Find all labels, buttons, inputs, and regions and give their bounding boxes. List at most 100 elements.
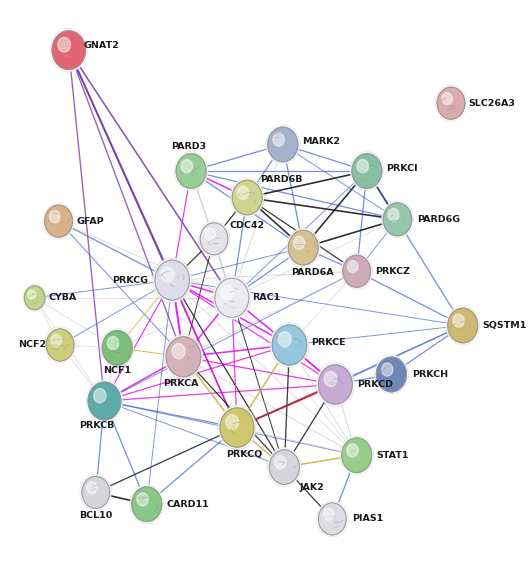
Circle shape bbox=[80, 474, 111, 510]
Circle shape bbox=[52, 31, 85, 69]
Circle shape bbox=[219, 407, 255, 448]
Text: PRKCG: PRKCG bbox=[112, 276, 148, 285]
Circle shape bbox=[214, 277, 250, 319]
Circle shape bbox=[51, 335, 61, 347]
Circle shape bbox=[269, 450, 299, 484]
Circle shape bbox=[51, 30, 86, 70]
Text: CDC42: CDC42 bbox=[229, 221, 264, 231]
Circle shape bbox=[172, 344, 185, 359]
Circle shape bbox=[446, 306, 480, 345]
Circle shape bbox=[343, 255, 370, 287]
Text: PRKCB: PRKCB bbox=[79, 421, 114, 430]
Circle shape bbox=[376, 357, 407, 392]
Circle shape bbox=[181, 160, 192, 173]
Circle shape bbox=[131, 486, 163, 522]
Circle shape bbox=[164, 335, 203, 379]
Circle shape bbox=[272, 325, 307, 365]
Circle shape bbox=[268, 127, 298, 162]
Circle shape bbox=[317, 364, 353, 405]
Circle shape bbox=[388, 208, 399, 221]
Circle shape bbox=[437, 86, 465, 120]
Text: PRKCH: PRKCH bbox=[412, 370, 448, 379]
Text: CARD11: CARD11 bbox=[166, 500, 209, 509]
Circle shape bbox=[351, 153, 383, 189]
Circle shape bbox=[215, 278, 249, 317]
Text: PARD6B: PARD6B bbox=[260, 176, 302, 184]
Circle shape bbox=[357, 160, 368, 173]
Circle shape bbox=[317, 501, 348, 537]
Text: PRKCI: PRKCI bbox=[386, 164, 418, 173]
Circle shape bbox=[24, 286, 45, 310]
Text: PRKCQ: PRKCQ bbox=[226, 450, 263, 459]
Circle shape bbox=[46, 328, 75, 362]
Circle shape bbox=[213, 276, 251, 320]
Circle shape bbox=[267, 126, 298, 162]
Text: STAT1: STAT1 bbox=[376, 451, 409, 460]
Circle shape bbox=[270, 323, 309, 367]
Text: RAC1: RAC1 bbox=[252, 293, 280, 302]
Circle shape bbox=[323, 509, 334, 521]
Circle shape bbox=[231, 178, 264, 217]
Circle shape bbox=[382, 363, 393, 376]
Text: CYBA: CYBA bbox=[49, 293, 77, 302]
Circle shape bbox=[317, 502, 347, 536]
Circle shape bbox=[226, 415, 238, 430]
Circle shape bbox=[271, 324, 307, 366]
Circle shape bbox=[87, 482, 97, 494]
Circle shape bbox=[137, 492, 148, 506]
Circle shape bbox=[44, 204, 73, 238]
Circle shape bbox=[352, 154, 382, 188]
Circle shape bbox=[268, 448, 301, 486]
Circle shape bbox=[232, 180, 262, 215]
Circle shape bbox=[24, 285, 46, 311]
Circle shape bbox=[220, 408, 254, 447]
Circle shape bbox=[154, 259, 190, 301]
Circle shape bbox=[436, 85, 466, 121]
Circle shape bbox=[101, 329, 133, 366]
Circle shape bbox=[45, 327, 76, 363]
Text: PARD6G: PARD6G bbox=[417, 215, 460, 224]
Text: PARD3: PARD3 bbox=[171, 142, 206, 151]
Circle shape bbox=[50, 29, 87, 72]
Circle shape bbox=[341, 253, 372, 289]
Circle shape bbox=[342, 438, 372, 472]
Circle shape bbox=[174, 152, 208, 190]
Text: BCL10: BCL10 bbox=[79, 511, 112, 521]
Text: NCF1: NCF1 bbox=[103, 366, 131, 375]
Circle shape bbox=[287, 229, 319, 266]
Circle shape bbox=[161, 267, 174, 282]
Circle shape bbox=[437, 87, 465, 119]
Circle shape bbox=[218, 406, 256, 450]
Circle shape bbox=[132, 487, 162, 522]
Circle shape bbox=[273, 133, 284, 146]
Circle shape bbox=[155, 260, 190, 300]
Circle shape bbox=[319, 365, 352, 404]
Circle shape bbox=[376, 356, 407, 392]
Circle shape bbox=[23, 284, 46, 311]
Text: SQSTM1: SQSTM1 bbox=[482, 321, 526, 330]
Circle shape bbox=[101, 328, 134, 367]
Circle shape bbox=[199, 221, 229, 257]
Circle shape bbox=[81, 475, 110, 509]
Circle shape bbox=[87, 381, 121, 421]
Circle shape bbox=[166, 337, 201, 377]
Circle shape bbox=[319, 503, 346, 535]
Circle shape bbox=[232, 180, 263, 216]
Circle shape bbox=[382, 201, 413, 238]
Circle shape bbox=[28, 290, 36, 299]
Circle shape bbox=[348, 261, 358, 273]
Circle shape bbox=[383, 203, 412, 236]
Circle shape bbox=[43, 203, 74, 239]
Text: PRKCD: PRKCD bbox=[357, 380, 393, 389]
Circle shape bbox=[45, 205, 73, 237]
Circle shape bbox=[442, 93, 453, 105]
Circle shape bbox=[286, 228, 320, 267]
Circle shape bbox=[199, 222, 228, 256]
Text: PRKCE: PRKCE bbox=[311, 337, 346, 347]
Circle shape bbox=[58, 37, 70, 52]
Circle shape bbox=[288, 231, 318, 265]
Circle shape bbox=[108, 336, 119, 349]
Circle shape bbox=[130, 485, 164, 523]
Circle shape bbox=[342, 255, 372, 288]
Text: PRKCZ: PRKCZ bbox=[375, 267, 410, 276]
